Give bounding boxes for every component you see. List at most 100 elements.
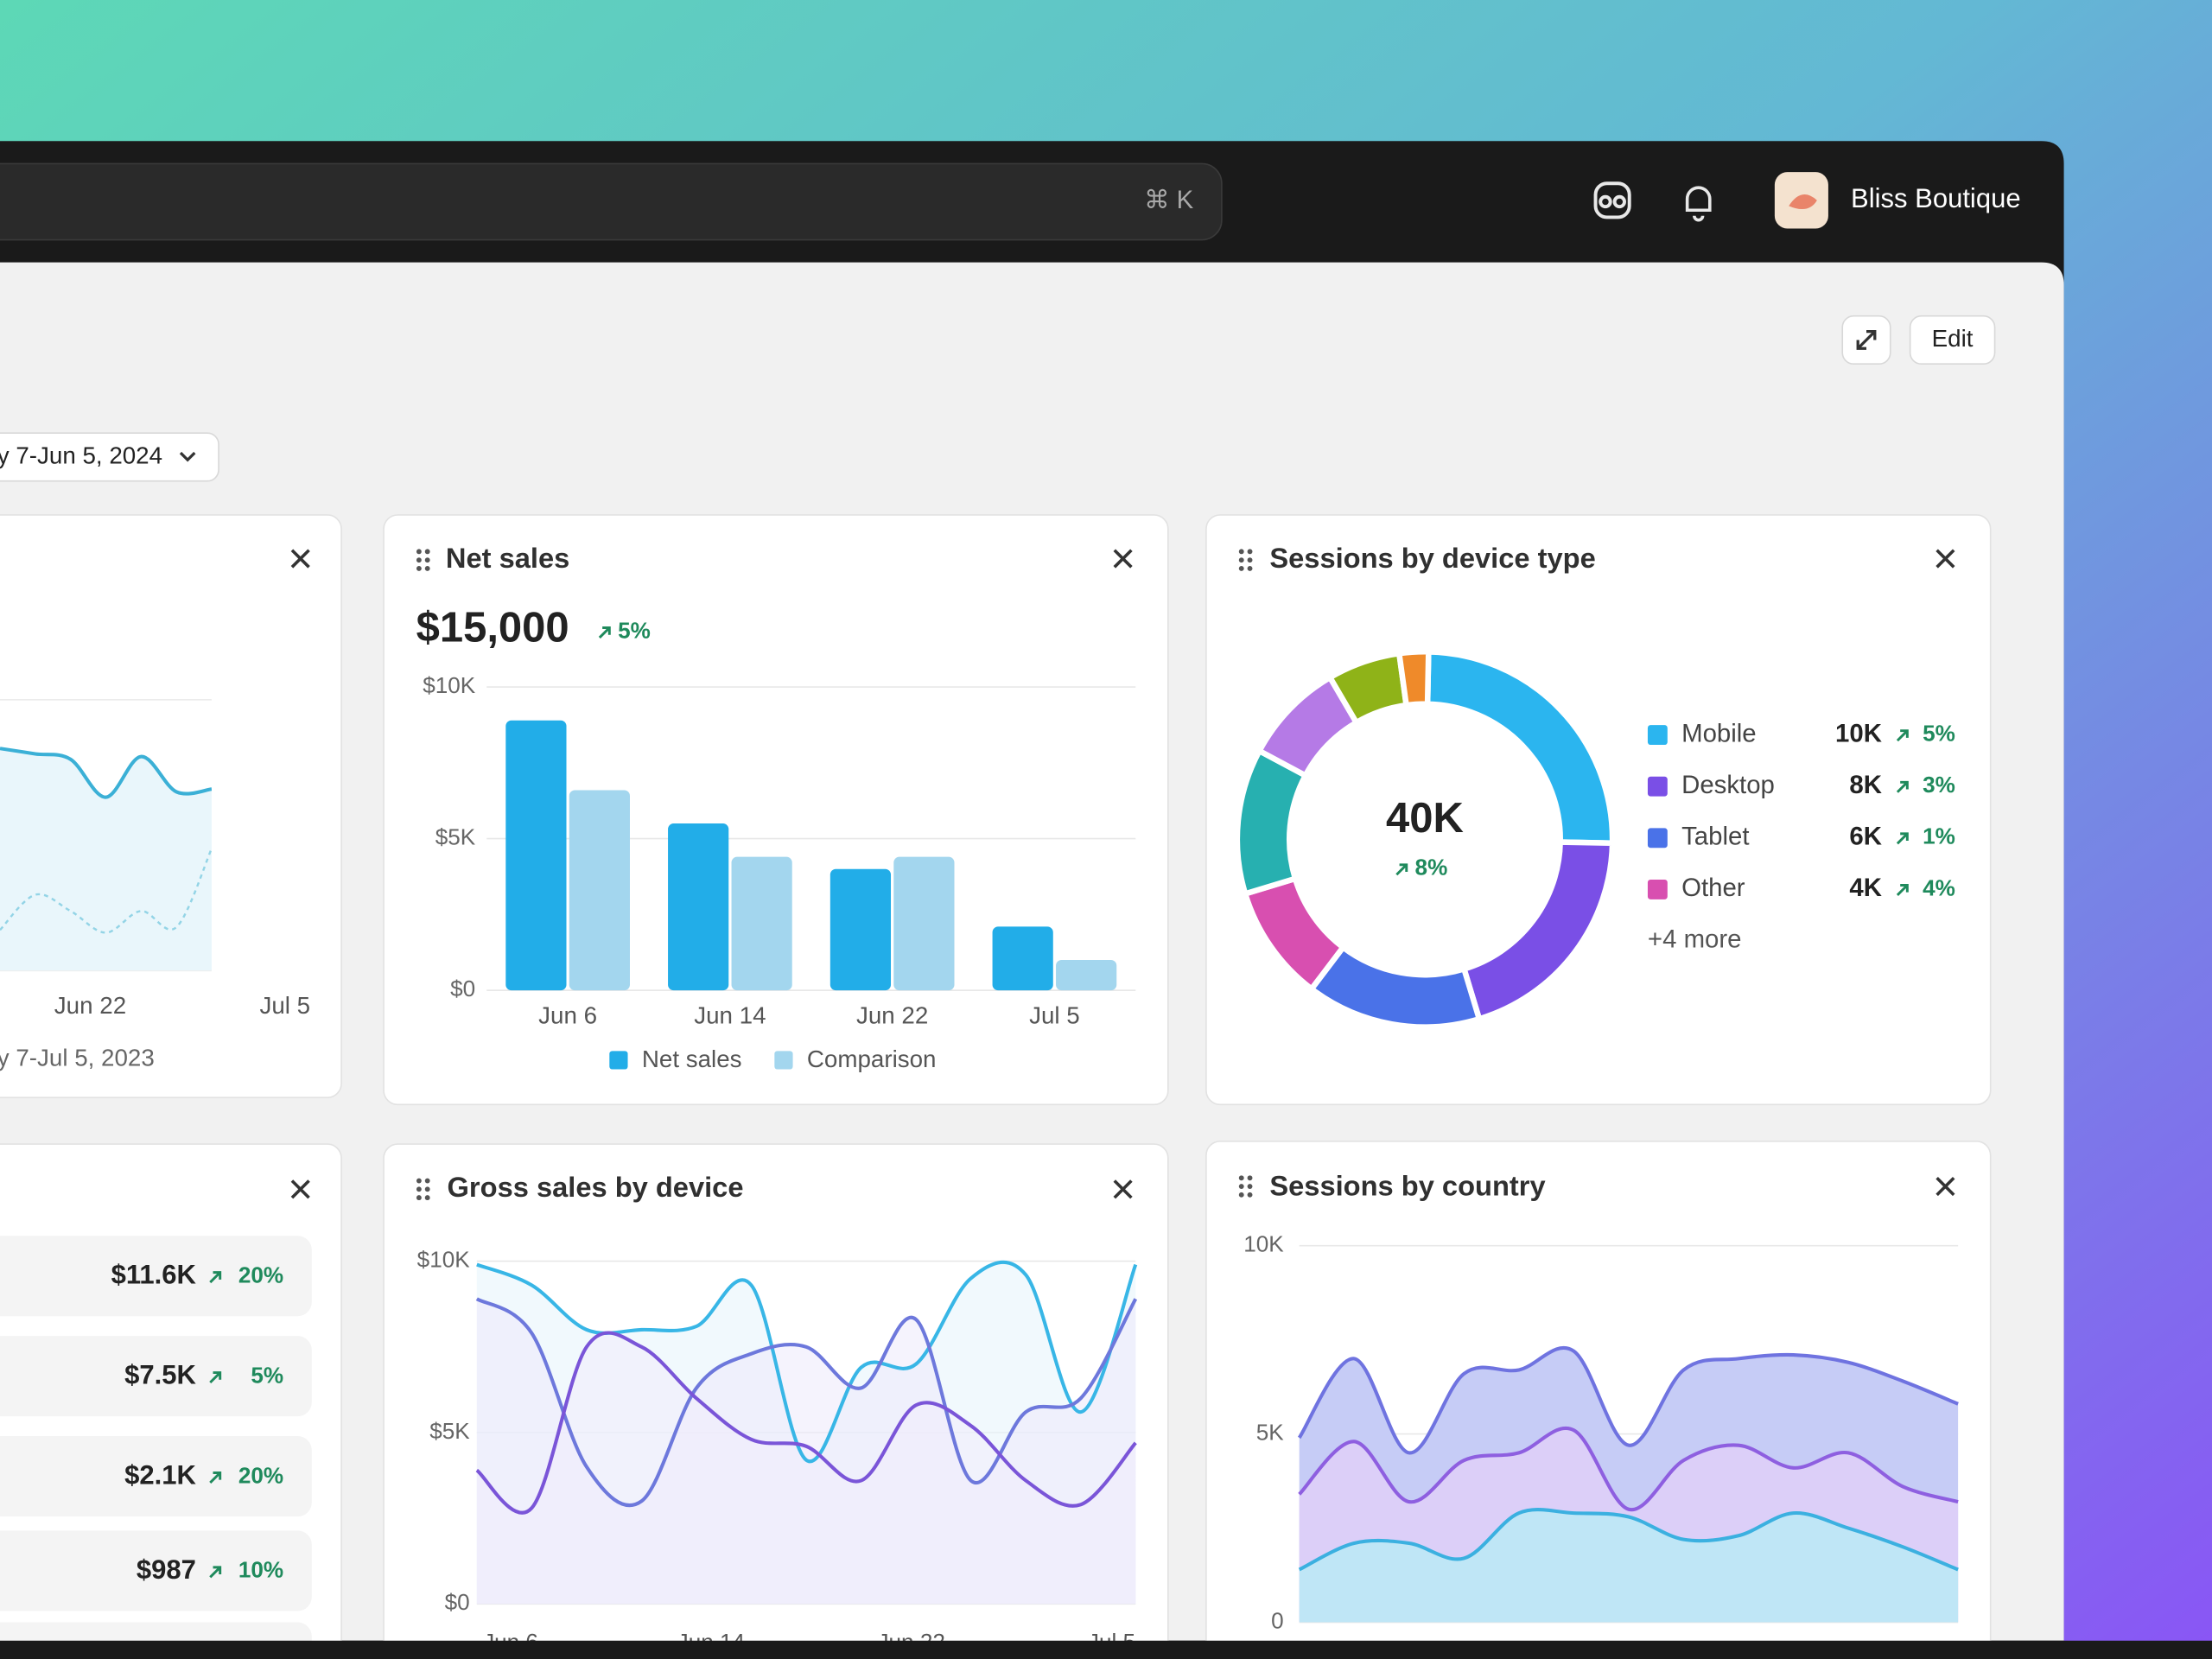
drag-handle: [1247, 549, 1253, 555]
date-button[interactable]: [0, 432, 219, 482]
legend-swatch: [1647, 725, 1668, 746]
more-link[interactable]: +4 more: [1648, 925, 1742, 954]
search-box[interactable]: [0, 162, 1223, 241]
list-row: [0, 1336, 312, 1417]
search-shortcut: ⌘ K: [1144, 186, 1194, 214]
donut-total: 40K: [1386, 795, 1464, 842]
drag-handle: [416, 1195, 422, 1201]
legend-value: 8K: [1849, 771, 1882, 799]
y-tick-label: $5K: [435, 824, 476, 850]
drag-handle: [424, 1186, 430, 1192]
legend-label: Comparison: [807, 1046, 937, 1072]
total: $15,000: [416, 605, 569, 652]
x-tick-label: Jun 6: [538, 1001, 597, 1028]
change: 10%: [238, 1557, 283, 1583]
close-button[interactable]: [1113, 1179, 1133, 1199]
change: 4%: [1923, 874, 1955, 900]
line: [475, 1331, 1137, 1515]
up-arrow: [209, 1271, 222, 1284]
legend-label: Other: [1681, 874, 1745, 902]
area: [1299, 1510, 1959, 1623]
drag-handle: [416, 1186, 422, 1192]
drag-handle: [416, 1178, 422, 1184]
y-tick-label: 10K: [1243, 1231, 1284, 1257]
legend-value: 4K: [1849, 874, 1882, 902]
expand-icon: [1856, 330, 1877, 350]
up-arrow: [1896, 832, 1909, 845]
close-button[interactable]: [1936, 549, 1955, 569]
legend-label: Mobile: [1681, 719, 1757, 747]
drag-handle: [1247, 566, 1253, 571]
line: [0, 848, 213, 934]
up-arrow: [598, 626, 611, 639]
legend-value: 10K: [1835, 719, 1882, 747]
legend-label: Net sales: [642, 1046, 742, 1072]
edit-button[interactable]: [1909, 315, 1996, 365]
window-bottom: [0, 1640, 2212, 1659]
row-value: $987: [137, 1554, 196, 1585]
date-range: y 7-Jun 5, 2024: [0, 442, 162, 468]
up-arrow: [209, 1566, 222, 1579]
list-row: [0, 1530, 312, 1611]
legend-swatch: [1647, 776, 1668, 797]
legend-label: Tablet: [1681, 823, 1749, 851]
x-tick-label: Jun 22: [54, 992, 126, 1019]
bar: [569, 790, 630, 991]
line: [1297, 1345, 1959, 1455]
drag-handle: [1238, 1192, 1244, 1198]
up-arrow: [209, 1471, 222, 1484]
change: 1%: [1923, 823, 1955, 849]
drag-handle: [424, 549, 430, 555]
line: [1298, 1427, 1959, 1512]
bar: [505, 720, 567, 991]
change: 8%: [1415, 855, 1448, 880]
bar: [668, 823, 729, 991]
line: [0, 747, 213, 799]
drag-handle: [424, 1178, 430, 1184]
line: [475, 1297, 1138, 1508]
x-tick-label: Jun 22: [856, 1001, 928, 1028]
list-row: [0, 1236, 312, 1317]
change: 5%: [618, 617, 651, 643]
area: [0, 748, 212, 971]
y-tick-label: $0: [450, 976, 475, 1001]
row-value: $11.6K: [111, 1260, 197, 1290]
bell-icon[interactable]: [1685, 186, 1712, 222]
y-tick-label: $5K: [429, 1418, 470, 1444]
up-arrow: [1395, 863, 1408, 876]
sidekick-icon[interactable]: [1593, 181, 1631, 219]
drag-handle: [416, 549, 422, 555]
change: 5%: [1923, 721, 1955, 747]
bar: [830, 868, 892, 991]
store-name[interactable]: Bliss Boutique: [1851, 183, 2021, 213]
x-tick-label: Jun 14: [694, 1001, 766, 1028]
close-button[interactable]: [290, 1179, 310, 1199]
x-tick-label: Jul 5: [259, 992, 310, 1019]
y-tick-label: $10K: [423, 672, 476, 698]
drag-handle: [416, 557, 422, 563]
drag-handle: [1247, 1192, 1253, 1198]
row-value: $7.5K: [124, 1360, 196, 1390]
drag-handle: [1247, 1175, 1253, 1181]
card-title: Gross sales by device: [448, 1171, 744, 1203]
drag-handle: [1238, 1175, 1244, 1181]
up-arrow: [209, 1371, 222, 1384]
bar: [992, 926, 1053, 991]
bar: [1056, 960, 1117, 991]
bar: [893, 856, 955, 991]
donut-segment: [1395, 649, 1432, 709]
y-tick-label: 0: [1271, 1607, 1284, 1633]
avatar-logo: [1789, 194, 1817, 210]
card-title: Sessions by country: [1269, 1169, 1545, 1201]
drag-handle: [424, 1195, 430, 1201]
close-button[interactable]: [1113, 549, 1133, 569]
card-title: Net sales: [446, 542, 569, 574]
list-row: [0, 1436, 312, 1517]
line: [1298, 1508, 1959, 1572]
close-button[interactable]: [1936, 1176, 1955, 1197]
close-button[interactable]: [290, 549, 310, 569]
change: 5%: [251, 1362, 283, 1388]
drag-handle: [1238, 557, 1244, 563]
change: 20%: [238, 1262, 283, 1287]
